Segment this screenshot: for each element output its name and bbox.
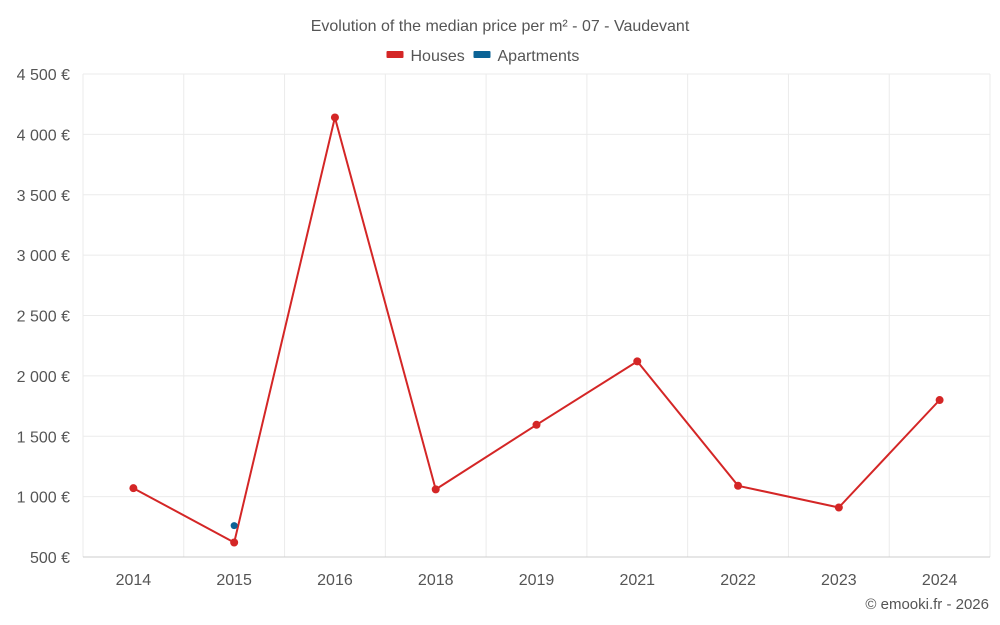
data-point-houses[interactable]: [129, 484, 138, 493]
x-tick-label: 2015: [216, 572, 252, 589]
y-tick-label: 4 500 €: [17, 67, 70, 84]
data-point-houses[interactable]: [330, 113, 339, 122]
legend-label: Houses: [411, 48, 465, 65]
data-point-apartments[interactable]: [230, 522, 238, 530]
series-houses: [129, 113, 944, 547]
credit-text: © emooki.fr - 2026: [865, 596, 989, 613]
x-tick-label: 2022: [720, 572, 756, 589]
data-point-houses[interactable]: [532, 420, 541, 429]
legend-item-apartments[interactable]: Apartments: [473, 48, 580, 65]
x-tick-label: 2018: [418, 572, 454, 589]
y-tick-label: 3 500 €: [17, 188, 70, 205]
x-tick-label: 2019: [519, 572, 555, 589]
x-tick-label: 2014: [116, 572, 152, 589]
series-apartments: [230, 522, 238, 530]
legend: Houses Apartments: [386, 48, 580, 65]
x-axis: 2014 2015 2016 2018 2019 2021 2022 2023 2024: [116, 572, 958, 589]
y-tick-label: 3 000 €: [17, 248, 70, 265]
x-tick-label: 2016: [317, 572, 353, 589]
y-tick-label: 1 000 €: [17, 490, 70, 507]
data-point-houses[interactable]: [230, 538, 239, 547]
legend-label: Apartments: [498, 48, 580, 65]
y-tick-label: 2 500 €: [17, 309, 70, 326]
data-point-houses[interactable]: [935, 396, 944, 405]
series-layer: [129, 113, 944, 547]
legend-swatch: [386, 51, 404, 58]
legend-item-houses[interactable]: Houses: [386, 48, 465, 65]
x-gridlines: [82, 74, 991, 557]
data-point-houses[interactable]: [633, 357, 642, 366]
data-point-houses[interactable]: [734, 481, 743, 490]
y-tick-label: 4 000 €: [17, 127, 70, 144]
y-tick-label: 500 €: [30, 550, 70, 567]
chart-title: Evolution of the median price per m² - 0…: [311, 18, 690, 35]
y-gridlines: [83, 73, 990, 498]
y-tick-label: 1 500 €: [17, 429, 70, 446]
x-tick-label: 2021: [619, 572, 655, 589]
data-point-houses[interactable]: [431, 485, 440, 494]
legend-swatch: [473, 51, 491, 58]
data-point-houses[interactable]: [834, 503, 843, 512]
x-tick-label: 2024: [922, 572, 958, 589]
y-axis: 500 € 1 000 € 1 500 € 2 000 € 2 500 € 3 000 €…: [17, 67, 70, 567]
series-line-houses: [132, 116, 941, 544]
y-tick-label: 2 000 €: [17, 369, 70, 386]
x-tick-label: 2023: [821, 572, 857, 589]
